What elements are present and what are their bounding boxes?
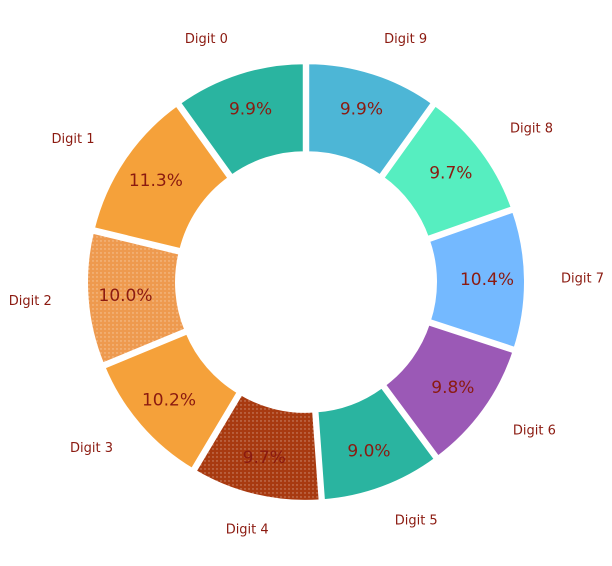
percent-label-digit-9: 9.9%	[340, 100, 383, 120]
slice-hatch-digit-2	[86, 231, 187, 365]
percent-label-digit-4: 9.7%	[243, 448, 286, 468]
percent-label-digit-5: 9.0%	[347, 442, 390, 462]
slice-digit-7	[425, 208, 528, 352]
category-label-digit-8: Digit 8	[510, 122, 553, 137]
percent-label-digit-0: 9.9%	[229, 100, 272, 120]
slices-group	[84, 60, 528, 504]
category-label-digit-0: Digit 0	[185, 32, 228, 47]
category-label-digit-3: Digit 3	[70, 441, 113, 456]
category-label-digit-2: Digit 2	[9, 294, 52, 309]
category-label-digit-1: Digit 1	[52, 132, 95, 147]
category-label-digit-6: Digit 6	[513, 424, 556, 439]
percentage-labels-group: 9.9% 9.7% 10.4% 9.8% 9.0% 9.7% 10.2% 10.0% 11.3%…	[99, 100, 514, 468]
slice-digit-6	[381, 321, 517, 460]
percent-label-digit-2: 10.0%	[99, 286, 153, 306]
percent-label-digit-8: 9.7%	[429, 163, 472, 183]
slice-digit-3	[101, 330, 241, 473]
slice-hatch-digit-4	[194, 393, 321, 502]
slice-digit-9	[305, 60, 436, 179]
slice-digit-5	[314, 384, 439, 504]
percent-label-digit-1: 11.3%	[129, 171, 183, 191]
category-label-digit-9: Digit 9	[384, 32, 427, 47]
slice-digit-0	[176, 60, 307, 179]
category-labels-group: Digit 9 Digit 8 Digit 7 Digit 6 Digit 5 Digit…	[9, 32, 604, 538]
category-label-digit-7: Digit 7	[561, 272, 604, 287]
category-label-digit-4: Digit 4	[226, 523, 269, 538]
percent-label-digit-6: 9.8%	[431, 378, 474, 398]
percent-label-digit-3: 10.2%	[142, 390, 196, 410]
slice-digit-8	[380, 102, 515, 241]
percent-label-digit-7: 10.4%	[460, 270, 514, 290]
slice-digit-1	[90, 102, 232, 253]
category-label-digit-5: Digit 5	[395, 514, 438, 529]
